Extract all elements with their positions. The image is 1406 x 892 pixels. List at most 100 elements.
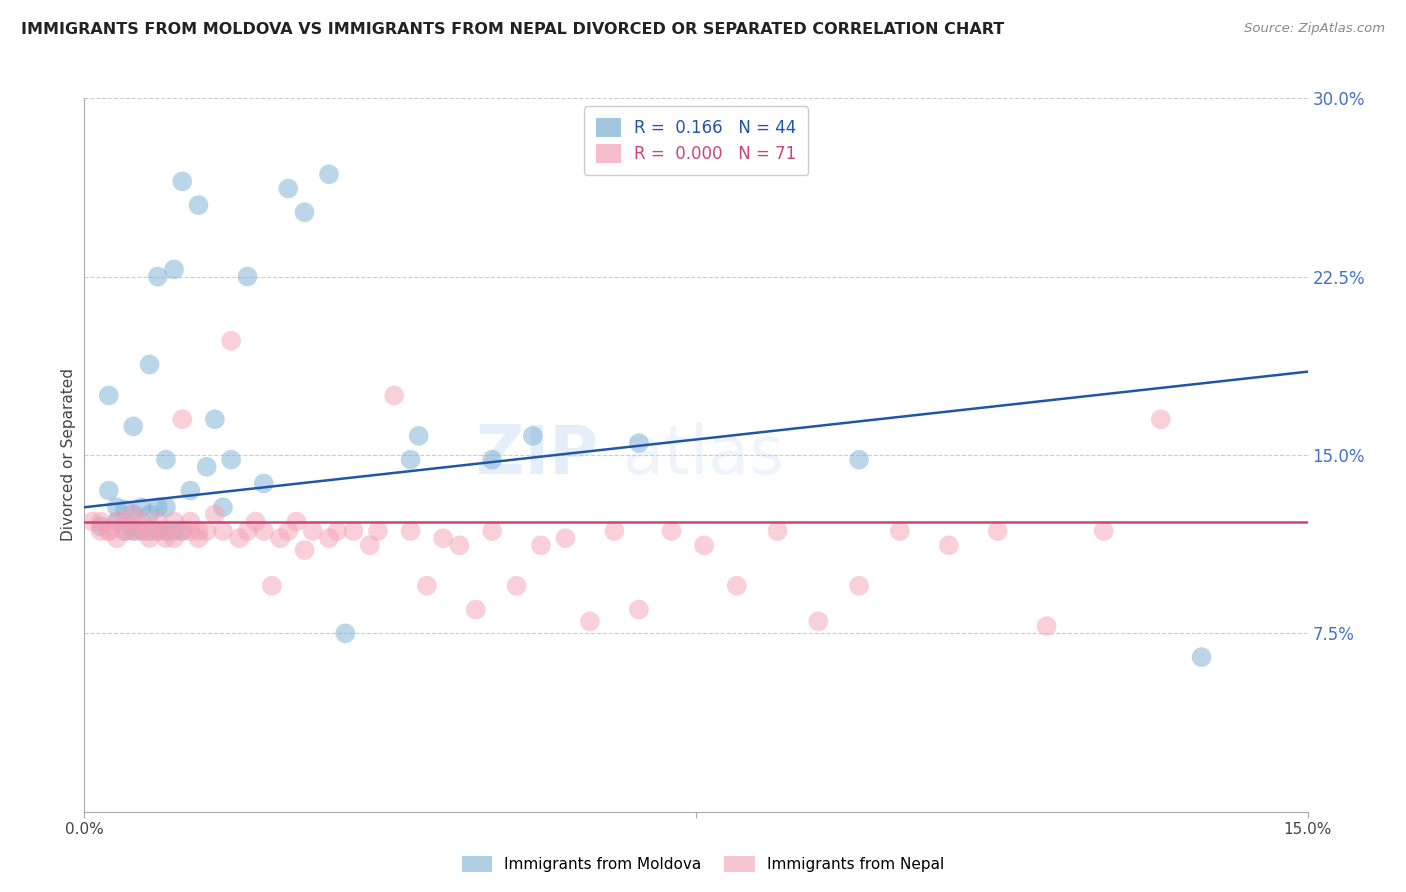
Point (219, 452, 242, 467)
Point (195, 459, 218, 474)
Point (204, 508, 226, 522)
Point (146, 515, 169, 529)
Point (1035, 619, 1057, 633)
Point (204, 412, 226, 426)
Point (155, 531, 177, 545)
Point (260, 579, 283, 593)
Point (212, 524, 235, 538)
Point (359, 538, 381, 552)
Point (114, 515, 136, 529)
Legend: Immigrants from Moldova, Immigrants from Nepal: Immigrants from Moldova, Immigrants from… (454, 848, 952, 880)
Point (848, 452, 870, 467)
Point (131, 524, 153, 538)
Point (416, 579, 439, 593)
Point (987, 524, 1010, 538)
Point (155, 500, 177, 515)
Point (725, 579, 748, 593)
Point (138, 531, 160, 545)
Point (807, 615, 830, 629)
Point (693, 538, 716, 552)
Point (179, 524, 201, 538)
Point (228, 531, 250, 545)
Text: ZIP: ZIP (477, 422, 598, 488)
Point (399, 452, 422, 467)
Point (1092, 524, 1115, 538)
Point (172, 174, 194, 188)
Point (627, 602, 650, 616)
Point (464, 602, 486, 616)
Point (318, 167, 340, 181)
Point (408, 429, 430, 443)
Point (1191, 650, 1213, 665)
Point (131, 515, 153, 529)
Point (522, 429, 544, 443)
Point (187, 198, 209, 212)
Point (187, 524, 209, 538)
Point (82, 515, 104, 529)
Point (481, 452, 503, 467)
Point (90, 515, 112, 529)
Point (163, 524, 186, 538)
Point (163, 531, 186, 545)
Point (138, 508, 160, 522)
Point (301, 524, 323, 538)
Point (938, 538, 960, 552)
Point (326, 524, 349, 538)
Point (294, 543, 316, 558)
Point (138, 358, 160, 372)
Point (105, 531, 128, 545)
Point (97, 483, 120, 498)
Point (848, 579, 870, 593)
Legend: R =  0.166   N = 44, R =  0.000   N = 71: R = 0.166 N = 44, R = 0.000 N = 71 (583, 106, 808, 175)
Point (90, 519, 112, 533)
Point (146, 500, 169, 515)
Point (212, 500, 235, 515)
Point (131, 500, 153, 515)
Point (603, 524, 626, 538)
Point (146, 524, 169, 538)
Point (236, 269, 259, 284)
Point (122, 524, 145, 538)
Point (122, 508, 145, 522)
Text: atlas: atlas (623, 422, 783, 488)
Point (627, 436, 650, 450)
Y-axis label: Divorced or Separated: Divorced or Separated (60, 368, 76, 541)
Point (131, 524, 153, 538)
Text: Source: ZipAtlas.com: Source: ZipAtlas.com (1244, 22, 1385, 36)
Point (342, 524, 364, 538)
Point (114, 524, 136, 538)
Point (97, 524, 120, 538)
Point (172, 524, 194, 538)
Point (505, 579, 527, 593)
Point (146, 524, 169, 538)
Point (219, 334, 242, 348)
Point (195, 524, 218, 538)
Point (155, 452, 177, 467)
Point (114, 524, 136, 538)
Point (155, 524, 177, 538)
Point (253, 524, 276, 538)
Point (579, 615, 602, 629)
Point (318, 531, 340, 545)
Point (236, 524, 259, 538)
Point (554, 531, 576, 545)
Point (172, 524, 194, 538)
Point (367, 524, 389, 538)
Point (122, 508, 145, 522)
Point (105, 515, 128, 529)
Point (90, 524, 112, 538)
Point (122, 524, 145, 538)
Point (399, 524, 422, 538)
Point (481, 524, 503, 538)
Text: IMMIGRANTS FROM MOLDOVA VS IMMIGRANTS FROM NEPAL DIVORCED OR SEPARATED CORRELATI: IMMIGRANTS FROM MOLDOVA VS IMMIGRANTS FR… (21, 22, 1004, 37)
Point (97, 388, 120, 402)
Point (277, 524, 299, 538)
Point (187, 531, 209, 545)
Point (105, 500, 128, 515)
Point (1150, 412, 1173, 426)
Point (253, 476, 276, 491)
Point (530, 538, 553, 552)
Point (661, 524, 683, 538)
Point (146, 269, 169, 284)
Point (163, 515, 186, 529)
